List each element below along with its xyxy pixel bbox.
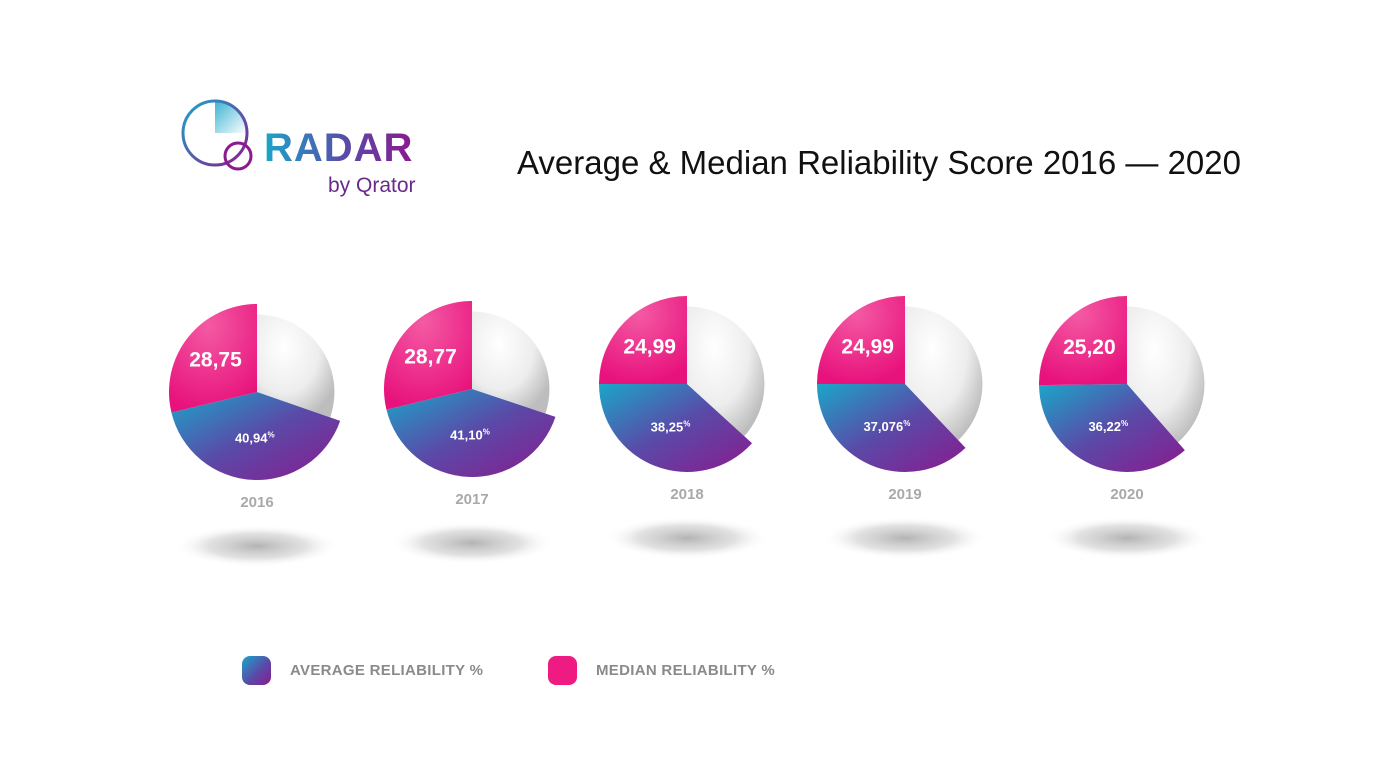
radar-logo: RADAR by Qrator: [178, 96, 438, 206]
pie-slice-average: [598, 383, 753, 473]
average-value-label: 41,10%: [450, 428, 490, 443]
median-value-label: 25,20: [1063, 336, 1116, 359]
pie-slice-rest: [472, 311, 550, 414]
average-unit-label: %: [268, 431, 275, 440]
pie-chart-2018: 24,99 38,25% 2018: [598, 296, 769, 559]
pie-chart-2016: 28,75 40,94% 2016: [168, 304, 341, 567]
average-value-label: 36,22%: [1088, 419, 1128, 434]
pie-slice-average: [386, 389, 556, 478]
logo-mark-icon: [181, 99, 253, 171]
average-value-label: 38,25%: [651, 420, 691, 435]
average-value-label: 40,94%: [235, 431, 275, 446]
median-value-label: 28,75: [189, 348, 242, 371]
year-label: 2018: [670, 486, 703, 503]
year-label: 2017: [455, 491, 488, 508]
pie-shadow: [175, 525, 339, 567]
median-value-label: 24,99: [623, 336, 676, 359]
legend-average-label: AVERAGE RELIABILITY %: [290, 662, 484, 679]
average-unit-label: %: [683, 420, 690, 429]
pie-slice-rest: [257, 314, 335, 418]
pie-slice-rest: [905, 306, 983, 441]
average-unit-label: %: [1121, 419, 1128, 428]
pie-shadow: [605, 517, 769, 559]
legend-median-swatch: [548, 656, 577, 685]
pie-slice-median: [1039, 296, 1127, 386]
pie-chart-2017: 28,77 41,10% 2017: [384, 301, 556, 564]
legend-average-swatch: [242, 656, 271, 685]
pie-slice-median: [817, 296, 905, 384]
median-value-label: 28,77: [404, 345, 457, 368]
pie-slice-rest: [1127, 306, 1205, 443]
average-value-label: 37,076%: [863, 419, 910, 434]
pie-slice-average: [171, 392, 341, 481]
average-unit-label: %: [903, 419, 910, 428]
legend-median-label: MEDIAN RELIABILITY %: [596, 662, 776, 679]
year-label: 2020: [1110, 486, 1143, 503]
pie-shadow: [390, 522, 554, 564]
pie-slice-rest: [687, 306, 765, 437]
average-unit-label: %: [483, 428, 490, 437]
pie-slice-median: [599, 296, 687, 384]
legend-average: AVERAGE RELIABILITY %: [242, 656, 483, 685]
pie-slice-median: [168, 304, 257, 413]
pie-slice-average: [817, 383, 966, 473]
median-value-label: 24,99: [841, 336, 894, 359]
logo-subtitle: by Qrator: [328, 174, 416, 197]
year-label: 2016: [240, 494, 273, 511]
logo-wordmark: RADAR: [264, 126, 414, 170]
pie-shadow: [823, 517, 987, 559]
chart-title: Average & Median Reliability Score 2016 …: [517, 144, 1241, 181]
legend-median: MEDIAN RELIABILITY %: [548, 656, 775, 685]
pie-slice-median: [384, 301, 472, 410]
pie-slice-average: [1039, 384, 1185, 472]
pie-shadow: [1045, 517, 1209, 559]
pie-chart-2020: 25,20 36,22% 2020: [1039, 296, 1209, 559]
year-label: 2019: [888, 486, 921, 503]
pie-chart-2019: 24,99 37,076% 2019: [817, 296, 987, 559]
